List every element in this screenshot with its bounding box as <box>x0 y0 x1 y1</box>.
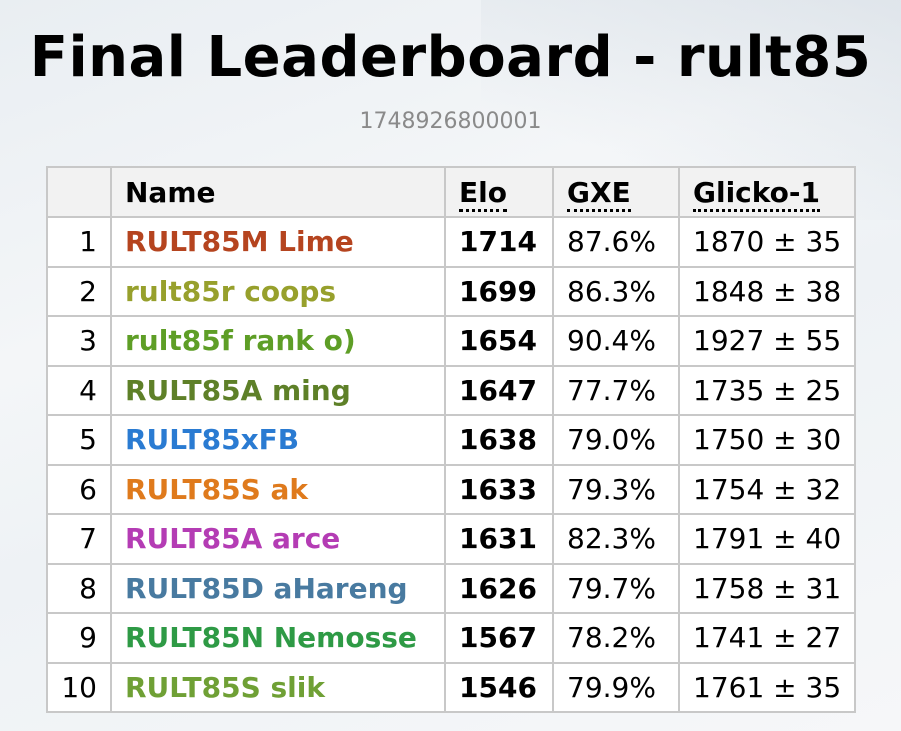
player-name-cell[interactable]: RULT85A arce <box>110 513 446 565</box>
rank-cell: 2 <box>46 265 112 317</box>
table-row: 6 RULT85S ak 1633 79.3% 1754 ± 32 <box>46 463 857 515</box>
leaderboard-header: Name Elo GXE Glicko-1 <box>46 166 857 218</box>
table-row: 8 RULT85D aHareng 1626 79.7% 1758 ± 31 <box>46 562 857 614</box>
elo-cell: 1654 <box>444 315 554 367</box>
table-row: 2 rult85r coops 1699 86.3% 1848 ± 38 <box>46 265 857 317</box>
rank-cell: 6 <box>46 463 112 515</box>
elo-cell: 1626 <box>444 562 554 614</box>
leaderboard-body: 1 RULT85M Lime 1714 87.6% 1870 ± 35 2 ru… <box>46 216 857 713</box>
table-row: 4 RULT85A ming 1647 77.7% 1735 ± 25 <box>46 364 857 416</box>
rank-cell: 4 <box>46 364 112 416</box>
glicko-cell: 1758 ± 31 <box>677 562 857 614</box>
page-subtitle: 1748926800001 <box>359 109 542 134</box>
elo-cell: 1638 <box>444 414 554 466</box>
rank-cell: 10 <box>46 661 112 713</box>
rank-cell: 3 <box>46 315 112 367</box>
gxe-cell: 79.0% <box>552 414 680 466</box>
gxe-cell: 90.4% <box>552 315 680 367</box>
rank-column-header <box>46 166 112 218</box>
elo-column-label[interactable]: Elo <box>459 175 507 212</box>
table-row: 1 RULT85M Lime 1714 87.6% 1870 ± 35 <box>46 216 857 268</box>
rank-cell: 1 <box>46 216 112 268</box>
page-title: Final Leaderboard - rult85 <box>29 25 872 90</box>
player-name-cell[interactable]: RULT85N Nemosse <box>110 612 446 664</box>
table-row: 3 rult85f rank o) 1654 90.4% 1927 ± 55 <box>46 315 857 367</box>
rank-cell: 8 <box>46 562 112 614</box>
elo-cell: 1647 <box>444 364 554 416</box>
rank-cell: 9 <box>46 612 112 664</box>
glicko-cell: 1848 ± 38 <box>677 265 857 317</box>
table-row: 9 RULT85N Nemosse 1567 78.2% 1741 ± 27 <box>46 612 857 664</box>
player-name-cell[interactable]: RULT85S ak <box>110 463 446 515</box>
player-name-cell[interactable]: RULT85S slik <box>110 661 446 713</box>
player-name-cell[interactable]: rult85f rank o) <box>110 315 446 367</box>
player-name-cell[interactable]: RULT85M Lime <box>110 216 446 268</box>
glicko-cell: 1791 ± 40 <box>677 513 857 565</box>
gxe-cell: 82.3% <box>552 513 680 565</box>
player-name-cell[interactable]: rult85r coops <box>110 265 446 317</box>
elo-cell: 1567 <box>444 612 554 664</box>
elo-cell: 1546 <box>444 661 554 713</box>
player-name-cell[interactable]: RULT85xFB <box>110 414 446 466</box>
elo-cell: 1699 <box>444 265 554 317</box>
player-name-cell[interactable]: RULT85D aHareng <box>110 562 446 614</box>
glicko-cell: 1741 ± 27 <box>677 612 857 664</box>
gxe-cell: 79.3% <box>552 463 680 515</box>
table-row: 5 RULT85xFB 1638 79.0% 1750 ± 30 <box>46 414 857 466</box>
gxe-cell: 87.6% <box>552 216 680 268</box>
leaderboard-table: Name Elo GXE Glicko-1 1 RULT85M Lime 171… <box>46 166 857 713</box>
glicko-cell: 1750 ± 30 <box>677 414 857 466</box>
glicko-cell: 1927 ± 55 <box>677 315 857 367</box>
elo-cell: 1714 <box>444 216 554 268</box>
gxe-cell: 79.7% <box>552 562 680 614</box>
elo-cell: 1633 <box>444 463 554 515</box>
gxe-cell: 78.2% <box>552 612 680 664</box>
gxe-column-header[interactable]: GXE <box>552 166 680 218</box>
elo-column-header[interactable]: Elo <box>444 166 554 218</box>
glicko-column-label[interactable]: Glicko-1 <box>693 175 820 212</box>
gxe-cell: 77.7% <box>552 364 680 416</box>
rank-cell: 7 <box>46 513 112 565</box>
player-name-cell[interactable]: RULT85A ming <box>110 364 446 416</box>
table-row: 7 RULT85A arce 1631 82.3% 1791 ± 40 <box>46 513 857 565</box>
glicko-cell: 1870 ± 35 <box>677 216 857 268</box>
glicko-column-header[interactable]: Glicko-1 <box>677 166 857 218</box>
glicko-cell: 1735 ± 25 <box>677 364 857 416</box>
glicko-cell: 1761 ± 35 <box>677 661 857 713</box>
gxe-cell: 86.3% <box>552 265 680 317</box>
name-column-header: Name <box>110 166 446 218</box>
gxe-cell: 79.9% <box>552 661 680 713</box>
glicko-cell: 1754 ± 32 <box>677 463 857 515</box>
elo-cell: 1631 <box>444 513 554 565</box>
table-row: 10 RULT85S slik 1546 79.9% 1761 ± 35 <box>46 661 857 713</box>
gxe-column-label[interactable]: GXE <box>567 175 631 212</box>
rank-cell: 5 <box>46 414 112 466</box>
header-row: Name Elo GXE Glicko-1 <box>46 166 857 218</box>
